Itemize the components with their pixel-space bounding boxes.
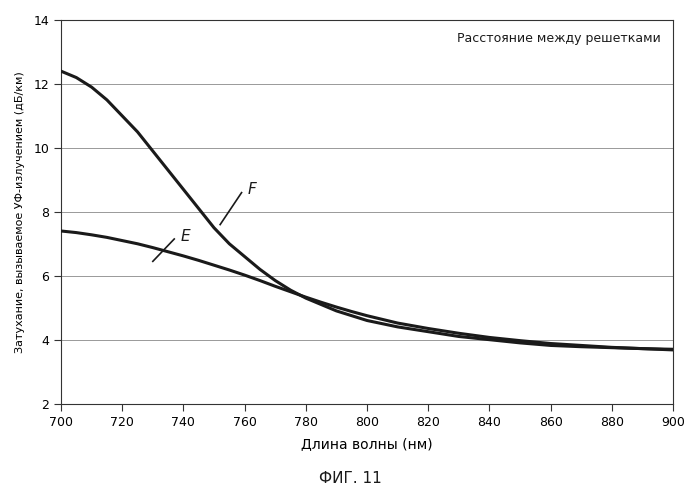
Text: E: E: [181, 229, 190, 244]
X-axis label: Длина волны (нм): Длина волны (нм): [301, 437, 433, 451]
Text: Расстояние между решетками: Расстояние между решетками: [457, 31, 661, 45]
Text: ФИГ. 11: ФИГ. 11: [318, 471, 382, 486]
Y-axis label: Затухание, вызываемое УФ-излучением (дБ/км): Затухание, вызываемое УФ-излучением (дБ/…: [15, 71, 25, 353]
Text: F: F: [248, 182, 256, 197]
